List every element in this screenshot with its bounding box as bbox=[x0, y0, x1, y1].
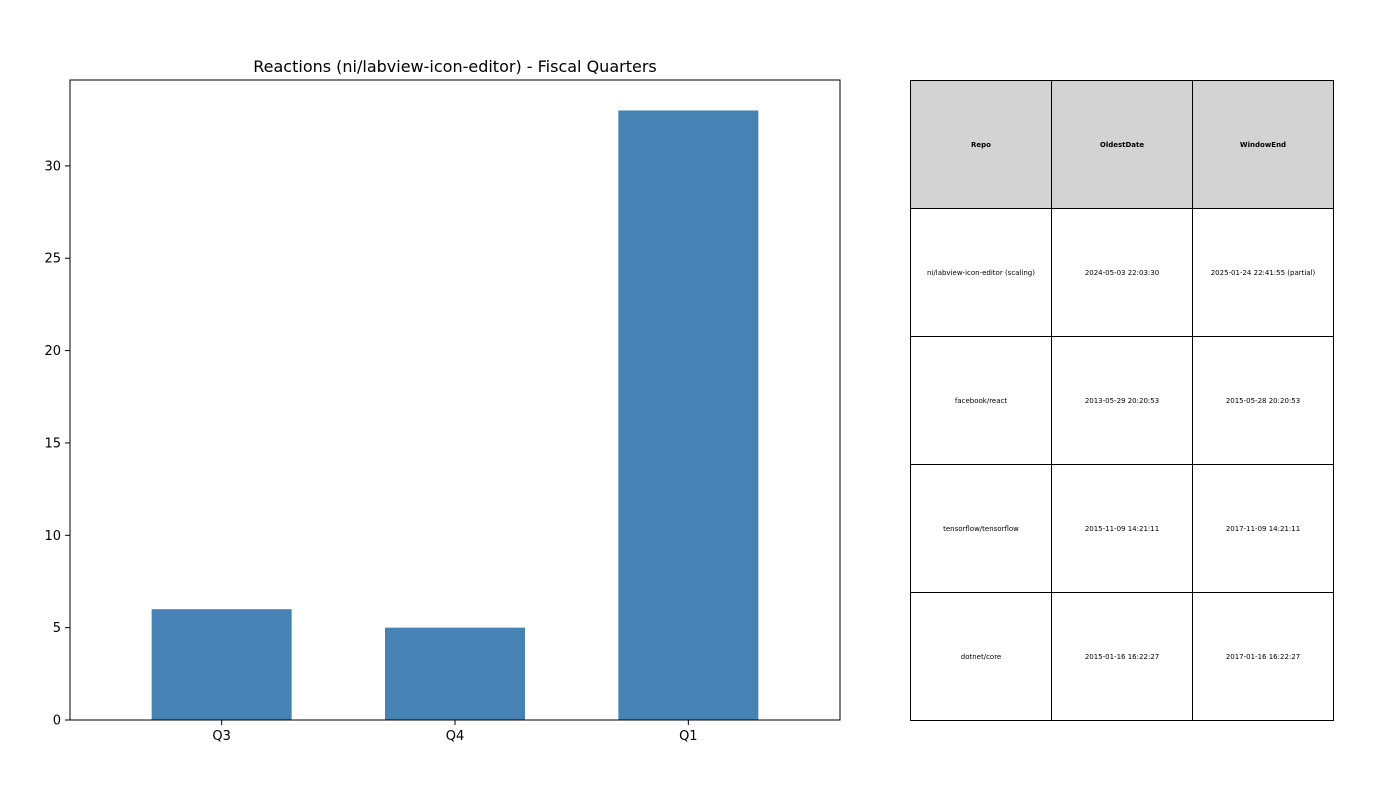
cell-repo: tensorflow/tensorflow bbox=[910, 464, 1052, 593]
y-tick-label: 5 bbox=[53, 621, 61, 636]
table-row: ni/labview-icon-editor (scaling) 2024-05… bbox=[910, 208, 1334, 337]
x-tick-label: Q3 bbox=[212, 729, 231, 744]
table-row: dotnet/core 2015-01-16 16:22:27 2017-01-… bbox=[910, 592, 1334, 721]
chart-title: Reactions (ni/labview-icon-editor) - Fis… bbox=[253, 57, 656, 76]
cell-window-end: 2017-01-16 16:22:27 bbox=[1192, 592, 1334, 721]
y-tick-label: 15 bbox=[44, 436, 61, 451]
bar-q3 bbox=[151, 609, 292, 720]
y-tick-label: 25 bbox=[44, 252, 61, 267]
bars-layer bbox=[151, 110, 759, 720]
axes-layer: Q3 Q4 Q1 0 5 10 15 20 25 30 bbox=[44, 79, 841, 744]
table-row: tensorflow/tensorflow 2015-11-09 14:21:1… bbox=[910, 464, 1334, 593]
cell-oldest-date: 2015-11-09 14:21:11 bbox=[1051, 464, 1193, 593]
cell-window-end: 2025-01-24 22:41:55 (partial) bbox=[1192, 208, 1334, 337]
plot-frame bbox=[69, 79, 841, 721]
column-header-repo: Repo bbox=[910, 80, 1052, 209]
y-tick-label: 20 bbox=[44, 344, 61, 359]
column-header-window-end: WindowEnd bbox=[1192, 80, 1334, 209]
cell-repo: facebook/react bbox=[910, 336, 1052, 465]
y-tick-label: 30 bbox=[44, 159, 61, 174]
column-header-oldest-date: OldestDate bbox=[1051, 80, 1193, 209]
cell-oldest-date: 2015-01-16 16:22:27 bbox=[1051, 592, 1193, 721]
x-tick-label: Q4 bbox=[446, 729, 465, 744]
cell-window-end: 2017-11-09 14:21:11 bbox=[1192, 464, 1334, 593]
cell-repo: dotnet/core bbox=[910, 592, 1052, 721]
bar-q4 bbox=[385, 627, 525, 720]
cell-repo: ni/labview-icon-editor (scaling) bbox=[910, 208, 1052, 337]
repo-table: Repo OldestDate WindowEnd ni/labview-ico… bbox=[910, 80, 1334, 721]
table-header-row: Repo OldestDate WindowEnd bbox=[910, 80, 1334, 209]
x-tick-label: Q1 bbox=[679, 729, 698, 744]
cell-oldest-date: 2013-05-29 20:20:53 bbox=[1051, 336, 1193, 465]
y-tick-label: 0 bbox=[53, 714, 61, 729]
cell-oldest-date: 2024-05-03 22:03:30 bbox=[1051, 208, 1193, 337]
bar-q1 bbox=[618, 110, 759, 720]
table-row: facebook/react 2013-05-29 20:20:53 2015-… bbox=[910, 336, 1334, 465]
y-tick-label: 10 bbox=[44, 529, 61, 544]
cell-window-end: 2015-05-28 20:20:53 bbox=[1192, 336, 1334, 465]
